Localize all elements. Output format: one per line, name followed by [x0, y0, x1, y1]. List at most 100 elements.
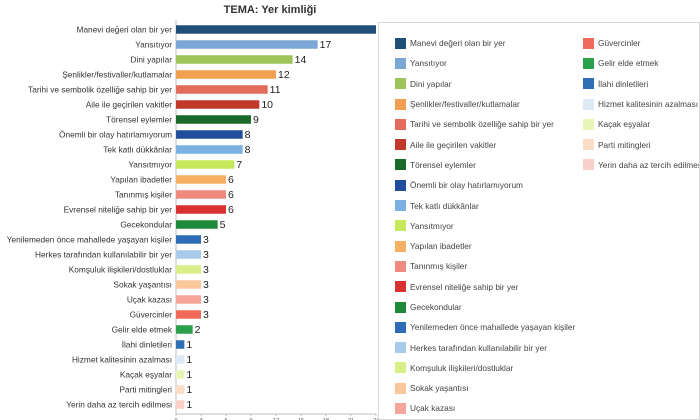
legend-swatch — [395, 159, 406, 171]
data-label: 1 — [186, 369, 192, 381]
legend-item: Yerin daha az tercih edilmesi — [583, 155, 700, 175]
legend-label: Şenlikler/festivaller/kutlamalar — [410, 99, 520, 110]
legend-label: Yenilemeden önce mahallede yaşayan kişil… — [410, 322, 576, 333]
category-label: Parti mitingleri — [119, 385, 172, 395]
category-label: Tarihi ve sembolik özelliğe sahip bir ye… — [28, 85, 172, 95]
x-tick-label: 24 — [373, 418, 378, 420]
data-label: 3 — [203, 309, 209, 321]
legend-swatch — [395, 139, 406, 151]
data-label: 10 — [261, 99, 273, 111]
category-label: Şenlikler/festivaller/kutlamalar — [62, 70, 172, 80]
bar — [176, 55, 293, 64]
bar — [176, 145, 243, 154]
legend-item: Dini yapılar — [395, 74, 575, 94]
data-label: 1 — [186, 354, 192, 366]
legend-item: Kaçak eşyalar — [583, 114, 699, 134]
category-label: Tanınmış kişiler — [115, 190, 172, 200]
legend-swatch — [395, 37, 406, 49]
category-label: Uçak kazası — [127, 295, 172, 305]
legend-label: Tarihi ve sembolik özelliğe sahip bir ye… — [410, 119, 554, 130]
bar — [176, 355, 185, 364]
x-tick-label: 21 — [348, 418, 354, 420]
bar — [176, 160, 235, 169]
data-label: 6 — [228, 204, 234, 216]
data-label: 12 — [278, 69, 290, 81]
data-label: 9 — [253, 114, 259, 126]
legend-item: Tarihi ve sembolik özelliğe sahip bir ye… — [395, 114, 575, 134]
bar — [176, 40, 318, 49]
category-label: İlahi dinletileri — [122, 340, 172, 350]
legend-label: Tek katlı dükkânlar — [410, 200, 479, 211]
bar-chart: Manevi değeri olan bir yer24Yansıtıyor17… — [7, 20, 378, 420]
legend-swatch — [395, 402, 406, 414]
legend-label: İlahi dinletileri — [598, 78, 649, 89]
bar — [176, 70, 276, 79]
legend-item: Parti mitingleri — [583, 134, 699, 154]
legend-item: Gelir elde etmek — [583, 53, 699, 73]
legend-item: Tanınmış kişiler — [395, 256, 575, 276]
bar — [176, 235, 201, 244]
legend-swatch — [395, 321, 406, 333]
bar — [176, 265, 201, 274]
legend-swatch — [583, 118, 594, 130]
legend-label: Tanınmış kişiler — [410, 261, 468, 272]
legend-swatch — [395, 301, 406, 313]
legend-label: Gelir elde etmek — [598, 58, 659, 69]
legend-swatch — [583, 57, 594, 69]
legend-swatch — [395, 382, 406, 394]
legend-swatch — [583, 98, 594, 110]
bar — [176, 130, 243, 139]
legend-item: Aile ile geçirilen vakitler — [395, 134, 575, 154]
legend-item: Hizmet kalitesinin azalması — [583, 94, 699, 114]
legend-label: Güvercinler — [598, 38, 641, 49]
category-label: Törensel eylemler — [106, 115, 172, 125]
category-label: Komşuluk ilişkileri/dostluklar — [69, 265, 173, 275]
category-label: Güvercinler — [130, 310, 173, 320]
bar — [176, 340, 185, 349]
bar — [176, 370, 185, 379]
bar — [176, 280, 201, 289]
bar — [176, 250, 201, 259]
data-label: 3 — [203, 264, 209, 276]
data-label: 7 — [236, 159, 242, 171]
data-label: 17 — [320, 39, 332, 51]
bar — [176, 115, 251, 124]
category-label: Yerin daha az tercih edilmesi — [66, 400, 172, 410]
chart-title: TEMA: Yer kimliği — [223, 4, 317, 16]
data-label: 8 — [245, 129, 251, 141]
legend-item: Manevi değeri olan bir yer — [395, 33, 575, 53]
legend-label: Hizmet kalitesinin azalması — [598, 99, 699, 110]
category-label: Hizmet kalitesinin azalması — [72, 355, 172, 365]
legend-label: Evrensel niteliğe sahip bir yer — [410, 281, 519, 292]
legend-swatch — [395, 240, 406, 252]
chart-legend: Manevi değeri olan bir yer Yansıtıyor Dini… — [378, 22, 700, 420]
bar — [176, 175, 226, 184]
category-label: Kaçak eşyalar — [120, 370, 172, 380]
bar — [176, 310, 201, 319]
legend-label: Yerin daha az tercih edilmesi — [598, 159, 700, 170]
legend-label: Sokak yaşantısı — [410, 383, 469, 394]
legend-swatch — [395, 220, 406, 232]
legend-label: Parti mitingleri — [598, 139, 651, 150]
data-label: 5 — [220, 219, 226, 231]
legend-swatch — [583, 139, 594, 151]
legend-swatch — [395, 57, 406, 69]
legend-label: Önemli bir olay hatırlamıyorum — [410, 180, 523, 191]
legend-item: Herkes tarafından kullanılabilir bir yer — [395, 337, 575, 357]
data-label: 1 — [186, 399, 192, 411]
data-label: 1 — [186, 384, 192, 396]
data-label: 6 — [228, 189, 234, 201]
category-label: Yapılan ibadetler — [110, 175, 172, 185]
data-label: 3 — [203, 234, 209, 246]
category-label: Tek katlı dükkânlar — [103, 145, 172, 155]
bar — [176, 295, 201, 304]
legend-label: Törensel eylemler — [410, 159, 476, 170]
data-label: 3 — [203, 294, 209, 306]
category-label: Dini yapılar — [130, 55, 172, 65]
legend-swatch — [395, 98, 406, 110]
bar — [176, 400, 185, 409]
category-label: Önemli bir olay hatırlamıyorum — [59, 130, 172, 140]
legend-item: Yansıtıyor — [395, 53, 575, 73]
legend-column-2: Güvercinler Gelir elde etmek İlahi dinleti… — [583, 33, 700, 175]
x-tick-label: 15 — [298, 418, 304, 420]
